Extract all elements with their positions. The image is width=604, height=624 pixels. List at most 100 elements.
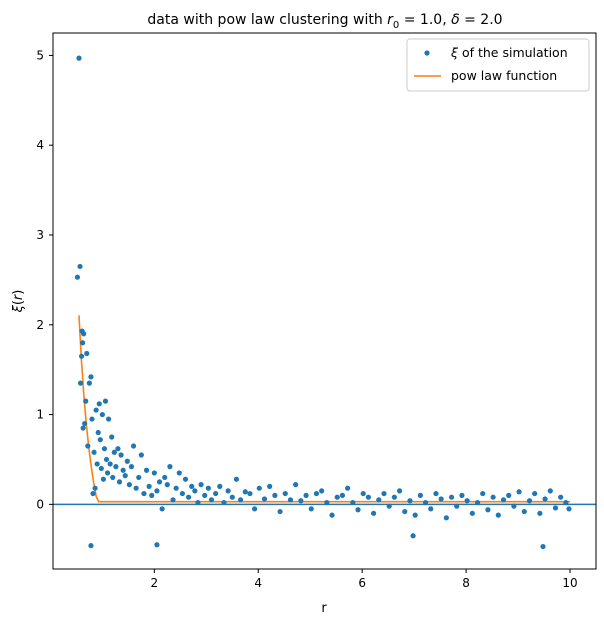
scatter-point: [563, 499, 569, 506]
scatter-point: [128, 464, 135, 470]
scatter-point: [242, 489, 248, 495]
y-tick-label: 4: [36, 138, 44, 152]
scatter-point: [81, 331, 87, 337]
scatter-point: [154, 488, 160, 494]
scatter-point: [474, 499, 481, 506]
scatter-point: [319, 488, 325, 494]
scatter-point: [324, 499, 330, 506]
scatter-point: [170, 497, 176, 503]
x-tick-label: 2: [151, 576, 159, 590]
scatter-point: [371, 510, 377, 516]
scatter-point: [99, 411, 105, 418]
scatter-point: [282, 490, 288, 497]
scatter-point: [84, 350, 90, 357]
scatter-point: [162, 474, 168, 481]
x-tick-label: 8: [462, 576, 470, 590]
scatter-point: [76, 55, 82, 61]
scatter-point: [233, 476, 240, 482]
scatter-point: [272, 492, 278, 498]
scatter-point: [90, 490, 96, 497]
scatter-point: [126, 482, 132, 488]
scatter-point: [267, 483, 273, 490]
scatter-point: [156, 479, 163, 485]
y-tick-label: 1: [36, 408, 44, 422]
scatter-point: [464, 498, 470, 504]
scatter-point: [221, 499, 227, 506]
scatter-point: [138, 452, 144, 458]
scatter-point: [469, 510, 475, 516]
legend-box: [406, 38, 590, 92]
scatter-point: [547, 488, 553, 494]
y-tick-label: 5: [36, 48, 44, 62]
scatter-point: [195, 499, 201, 506]
scatter-point: [308, 506, 314, 512]
scatter-point: [122, 473, 128, 479]
scatter-point: [350, 499, 356, 506]
scatter-point: [345, 485, 351, 491]
scatter-point: [521, 508, 527, 515]
scatter-point: [225, 488, 231, 494]
scatter-point: [537, 510, 543, 516]
scatter-point: [511, 503, 517, 509]
scatter-point: [459, 492, 465, 498]
y-tick-label: 0: [36, 497, 44, 511]
scatter-point: [88, 543, 94, 549]
scatter-point: [109, 434, 115, 440]
scatter-point: [396, 488, 403, 494]
scatter-point: [86, 380, 92, 386]
scatter-point: [402, 508, 408, 515]
scatter-point: [101, 446, 108, 452]
scatter-point: [391, 494, 397, 500]
scatter-point: [485, 507, 491, 513]
scatter-point: [516, 489, 522, 495]
scatter-point: [422, 499, 429, 506]
scatter-point: [500, 497, 507, 503]
plot-frame: [52, 32, 597, 570]
scatter-point: [208, 497, 215, 503]
scatter-points: [74, 55, 572, 550]
scatter-point: [107, 461, 113, 467]
scatter-point: [198, 482, 204, 488]
scatter-point: [412, 512, 418, 518]
scatter-point: [143, 467, 150, 473]
scatter-point: [381, 490, 387, 497]
scatter-point: [506, 492, 512, 498]
scatter-point: [552, 505, 559, 511]
scatter-point: [428, 506, 434, 512]
scatter-point: [540, 543, 546, 550]
y-axis-ticks: 0 1 2 3 4 5: [36, 48, 53, 511]
scatter-point: [130, 443, 137, 449]
scatter-point: [95, 429, 101, 436]
scatter-point: [105, 416, 112, 422]
x-tick-label: 10: [562, 576, 577, 590]
scatter-point: [277, 508, 283, 515]
y-tick-label: 2: [36, 318, 44, 332]
scatter-point: [179, 490, 185, 497]
scatter-point: [77, 380, 84, 386]
x-axis-label: r: [321, 601, 327, 616]
scatter-point: [149, 492, 155, 498]
scatter-point: [433, 490, 439, 497]
scatter-point: [532, 490, 538, 497]
scatter-point: [256, 485, 262, 491]
scatter-point: [89, 416, 95, 422]
legend-scatter-label: ξ of the simulation: [450, 45, 568, 60]
scatter-point: [202, 492, 208, 498]
scatter-point: [313, 490, 320, 497]
scatter-point: [410, 533, 416, 539]
scatter-point: [98, 465, 104, 472]
scatter-point: [104, 470, 111, 476]
scatter-point: [136, 474, 142, 481]
scatter-point: [495, 512, 501, 518]
scatter-point: [542, 496, 548, 502]
scatter-point: [110, 474, 116, 481]
scatter-point: [167, 464, 173, 470]
scatter-point: [205, 485, 211, 491]
scatter-point: [566, 506, 572, 512]
y-tick-label: 3: [36, 228, 44, 242]
scatter-point: [151, 470, 157, 476]
scatter-point: [334, 494, 340, 500]
scatter-point: [118, 452, 124, 458]
scatter-point: [360, 490, 366, 497]
